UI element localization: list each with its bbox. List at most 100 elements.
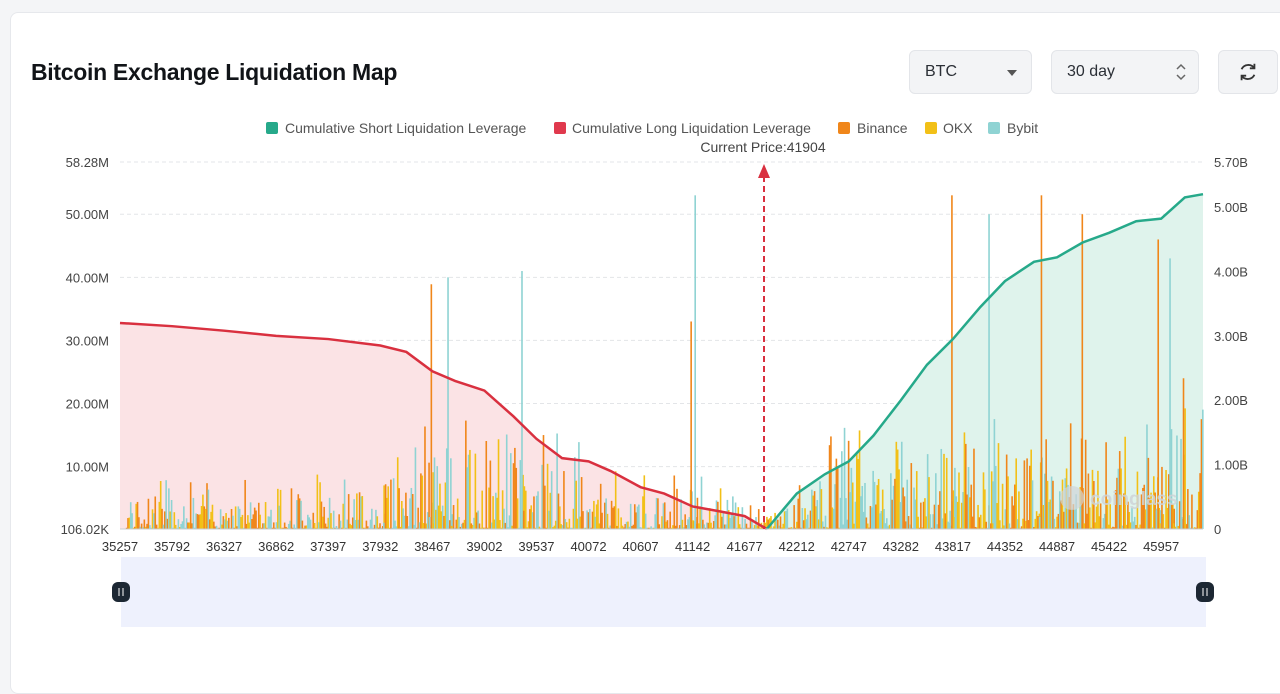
bar-okx (718, 527, 721, 529)
bar-bybit (1102, 518, 1105, 529)
bar-bybit (139, 526, 142, 529)
bar-bybit (414, 447, 417, 529)
bar-bybit (263, 523, 266, 529)
bar-okx (827, 527, 830, 529)
bar-binance (905, 521, 907, 529)
bar-bybit (715, 500, 718, 529)
bar-okx (653, 527, 655, 529)
bar-okx (330, 513, 332, 529)
range-slider-right-handle[interactable] (1196, 582, 1214, 602)
period-select[interactable]: 30 day (1051, 50, 1199, 94)
bar-okx (264, 502, 267, 529)
range-slider-track[interactable] (121, 557, 1206, 627)
bar-okx (960, 502, 963, 529)
bar-okx (826, 527, 828, 529)
bar-bybit (1146, 424, 1148, 529)
x-tick-label: 36327 (206, 539, 242, 554)
legend-item-okx[interactable]: OKX (925, 120, 973, 136)
bar-bybit (744, 519, 746, 529)
bar-binance (1084, 439, 1087, 529)
bar-binance (964, 443, 967, 529)
bar-binance (1012, 505, 1015, 529)
bar-binance (1116, 477, 1118, 529)
bar-okx (316, 474, 319, 529)
bar-bybit (1103, 513, 1106, 529)
bar-bybit (683, 527, 685, 529)
bar-binance (1076, 522, 1079, 529)
bar-okx (756, 525, 759, 529)
bar-okx (991, 523, 994, 529)
bar-binance (489, 460, 492, 529)
bar-binance (891, 499, 894, 529)
x-tick-label: 36862 (258, 539, 294, 554)
bar-binance (663, 502, 666, 529)
bar-bybit (1050, 476, 1053, 529)
bar-okx (1018, 491, 1020, 529)
bar-bybit (183, 506, 185, 529)
bar-binance (733, 516, 736, 529)
bar-binance (301, 520, 304, 529)
bar-bybit (811, 489, 813, 529)
bar-binance (1090, 527, 1092, 529)
bar-okx (1128, 511, 1131, 529)
bar-binance (1114, 490, 1117, 529)
bar-binance (515, 467, 518, 529)
bar-bybit (887, 526, 889, 529)
bar-okx (364, 527, 366, 529)
bar-binance (1167, 474, 1170, 529)
x-tick-label: 38467 (414, 539, 450, 554)
refresh-button[interactable] (1218, 50, 1278, 94)
bar-okx (699, 506, 701, 529)
bar-binance (274, 527, 276, 529)
bar-okx (492, 496, 494, 529)
legend-item-bybit[interactable]: Bybit (988, 120, 1038, 136)
bar-binance (304, 525, 306, 529)
bar-binance (236, 526, 238, 529)
range-slider-left-handle[interactable] (112, 582, 130, 602)
bar-binance (417, 507, 419, 529)
bar-binance (326, 526, 328, 529)
bar-bybit (736, 527, 738, 529)
bar-binance (1113, 527, 1116, 529)
bar-okx (888, 524, 891, 529)
bar-binance (975, 527, 978, 529)
bar-binance (230, 508, 233, 529)
bar-okx (234, 506, 237, 529)
bar-okx (534, 527, 537, 529)
bar-binance (933, 504, 936, 529)
bar-bybit (383, 522, 385, 529)
legend-item-long[interactable]: Cumulative Long Liquidation Leverage (554, 120, 811, 136)
bar-binance (262, 523, 264, 529)
bar-okx (917, 516, 919, 529)
legend-item-binance[interactable]: Binance (838, 120, 908, 136)
bar-bybit (861, 485, 864, 529)
bar-binance (673, 475, 676, 529)
bar-bybit (360, 496, 362, 529)
coin-select[interactable]: BTC (909, 50, 1032, 94)
bar-binance (452, 505, 455, 529)
bar-bybit (289, 520, 291, 529)
bar-bybit (589, 509, 591, 529)
bar-binance (1182, 378, 1185, 529)
bar-okx (820, 489, 823, 529)
bar-okx (474, 453, 477, 529)
bar-okx (240, 517, 242, 529)
bar-binance (740, 527, 742, 529)
bar-okx (620, 517, 622, 529)
bar-binance (257, 502, 260, 529)
bar-okx (1106, 499, 1109, 529)
bar-binance (930, 527, 933, 529)
x-axis: 35257 35792 36327 36862 37397 37932 38467 39002… (102, 528, 1203, 554)
bar-binance (920, 502, 922, 529)
bar-okx (642, 496, 644, 529)
bar-bybit (805, 519, 808, 529)
bar-bybit (941, 518, 944, 529)
bar-binance (428, 462, 430, 529)
y-left-tick-label: 106.02K (61, 522, 110, 537)
bar-okx (432, 472, 434, 529)
bar-binance (266, 527, 268, 529)
bar-bybit (706, 522, 708, 529)
bar-bybit (586, 510, 588, 529)
legend-item-short[interactable]: Cumulative Short Liquidation Leverage (266, 120, 526, 136)
bar-binance (869, 505, 872, 529)
